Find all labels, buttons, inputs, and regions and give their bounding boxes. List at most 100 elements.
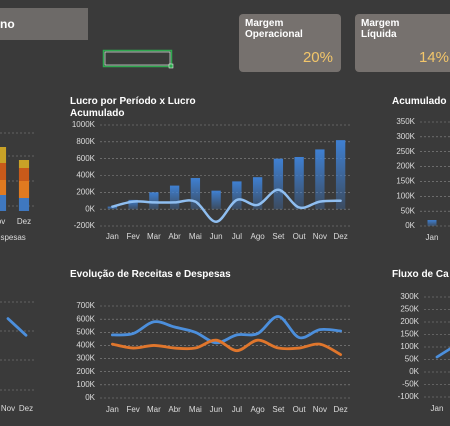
bar-segment bbox=[18, 168, 30, 181]
kpi-card: Margem Operacional 20% bbox=[239, 14, 341, 72]
x-tick-label: Abr bbox=[168, 232, 181, 241]
y-tick-label: 200K bbox=[400, 317, 419, 326]
x-tick-label: Out bbox=[293, 232, 307, 241]
y-tick-label: -200K bbox=[74, 221, 96, 230]
y-tick-label: 0K bbox=[409, 367, 419, 376]
bar bbox=[232, 181, 242, 210]
y-tick-label: 400K bbox=[76, 171, 95, 180]
x-tick-label: Nov bbox=[1, 404, 15, 413]
x-tick-label: Set bbox=[272, 232, 285, 241]
x-tick-label: Jan bbox=[426, 233, 439, 242]
line-series bbox=[111, 188, 342, 224]
kpi-card: Margem Líquida 14% bbox=[355, 14, 450, 72]
bar-segment bbox=[0, 195, 7, 211]
x-tick-label: Fev bbox=[126, 232, 139, 241]
bar bbox=[107, 206, 118, 210]
y-tick-label: 700K bbox=[76, 301, 95, 310]
bar bbox=[273, 158, 284, 210]
x-tick-label: ov bbox=[0, 217, 5, 226]
bar-segment bbox=[0, 163, 7, 180]
x-tick-label: Jun bbox=[210, 232, 223, 241]
bar-segment bbox=[18, 198, 30, 211]
y-tick-label: 100K bbox=[396, 191, 415, 200]
y-tick-label: 250K bbox=[396, 147, 415, 156]
cell-selection-inner bbox=[104, 51, 171, 66]
y-tick-label: 150K bbox=[396, 177, 415, 186]
y-tick-label: 800K bbox=[76, 137, 95, 146]
y-tick-label: 350K bbox=[396, 117, 415, 126]
x-tick-label: Dez bbox=[334, 405, 348, 414]
y-tick-label: 300K bbox=[76, 354, 95, 363]
x-tick-label: Ago bbox=[251, 405, 266, 414]
fill-handle[interactable] bbox=[168, 63, 174, 69]
x-tick-label: Set bbox=[272, 405, 285, 414]
x-tick-label: Jan bbox=[106, 405, 119, 414]
x-tick-label: Mar bbox=[147, 405, 161, 414]
y-tick-label: 150K bbox=[400, 330, 419, 339]
chart-title: Evolução de Receitas e Despesas bbox=[70, 269, 231, 280]
bar-segment bbox=[18, 181, 30, 198]
x-tick-label: Dez bbox=[19, 404, 33, 413]
bar bbox=[128, 199, 138, 210]
y-tick-label: 200K bbox=[396, 162, 415, 171]
bar bbox=[335, 140, 346, 210]
y-tick-label: 100K bbox=[76, 380, 95, 389]
header-title: no bbox=[0, 17, 15, 31]
y-tick-label: 100K bbox=[400, 342, 419, 351]
bar bbox=[190, 178, 201, 210]
x-tick-label: Mar bbox=[147, 232, 161, 241]
x-tick-label: Ago bbox=[251, 232, 266, 241]
bar-segment bbox=[18, 160, 30, 168]
y-tick-label: 300K bbox=[400, 292, 419, 301]
y-tick-label: 0K bbox=[405, 221, 415, 230]
bar-segment bbox=[0, 180, 7, 195]
cell-selection[interactable] bbox=[102, 49, 173, 68]
y-tick-label: -100K bbox=[398, 392, 420, 401]
y-tick-label: 200K bbox=[76, 187, 95, 196]
x-tick-label: Jul bbox=[232, 405, 242, 414]
bar bbox=[211, 190, 221, 210]
x-tick-label: Jan bbox=[431, 404, 444, 413]
y-tick-label: 200K bbox=[76, 367, 95, 376]
bar bbox=[427, 220, 437, 226]
chart-title: Acumulado bbox=[392, 96, 447, 107]
x-tick-label: Fev bbox=[126, 405, 139, 414]
x-tick-label: Abr bbox=[168, 405, 181, 414]
x-tick-label: Dez bbox=[17, 217, 31, 226]
x-tick-label: Jan bbox=[106, 232, 119, 241]
line-series bbox=[110, 315, 343, 345]
y-tick-label: 0K bbox=[85, 393, 95, 402]
x-tick-label: Jun bbox=[210, 405, 223, 414]
bar-segment bbox=[0, 147, 7, 163]
legend-label: espesas bbox=[0, 233, 26, 242]
bar bbox=[169, 185, 180, 210]
bar bbox=[149, 192, 159, 210]
kpi-label: Margem Operacional bbox=[245, 18, 303, 40]
y-tick-label: 500K bbox=[76, 327, 95, 336]
y-tick-label: 1000K bbox=[72, 120, 96, 129]
kpi-label: Margem Líquida bbox=[361, 18, 400, 40]
x-tick-label: Jul bbox=[232, 232, 242, 241]
y-tick-label: 600K bbox=[76, 154, 95, 163]
line-series bbox=[6, 317, 28, 337]
chart-title: Fluxo de Ca bbox=[392, 269, 449, 280]
bar bbox=[315, 149, 325, 210]
x-tick-label: Mai bbox=[189, 405, 202, 414]
y-tick-label: 50K bbox=[401, 206, 416, 215]
line-series bbox=[110, 338, 343, 357]
x-tick-label: Dez bbox=[334, 232, 348, 241]
x-tick-label: Nov bbox=[313, 232, 327, 241]
x-tick-label: Nov bbox=[313, 405, 327, 414]
header-box: no bbox=[0, 8, 88, 40]
y-tick-label: 300K bbox=[396, 132, 415, 141]
y-tick-label: 600K bbox=[76, 314, 95, 323]
bar bbox=[294, 156, 304, 210]
y-tick-label: 0K bbox=[85, 204, 95, 213]
y-tick-label: 250K bbox=[400, 305, 419, 314]
y-tick-label: 400K bbox=[76, 341, 95, 350]
chart-title: Lucro por Período x Lucro Acumulado bbox=[70, 96, 196, 119]
y-tick-label: -50K bbox=[402, 380, 420, 389]
kpi-value: 20% bbox=[302, 49, 333, 66]
